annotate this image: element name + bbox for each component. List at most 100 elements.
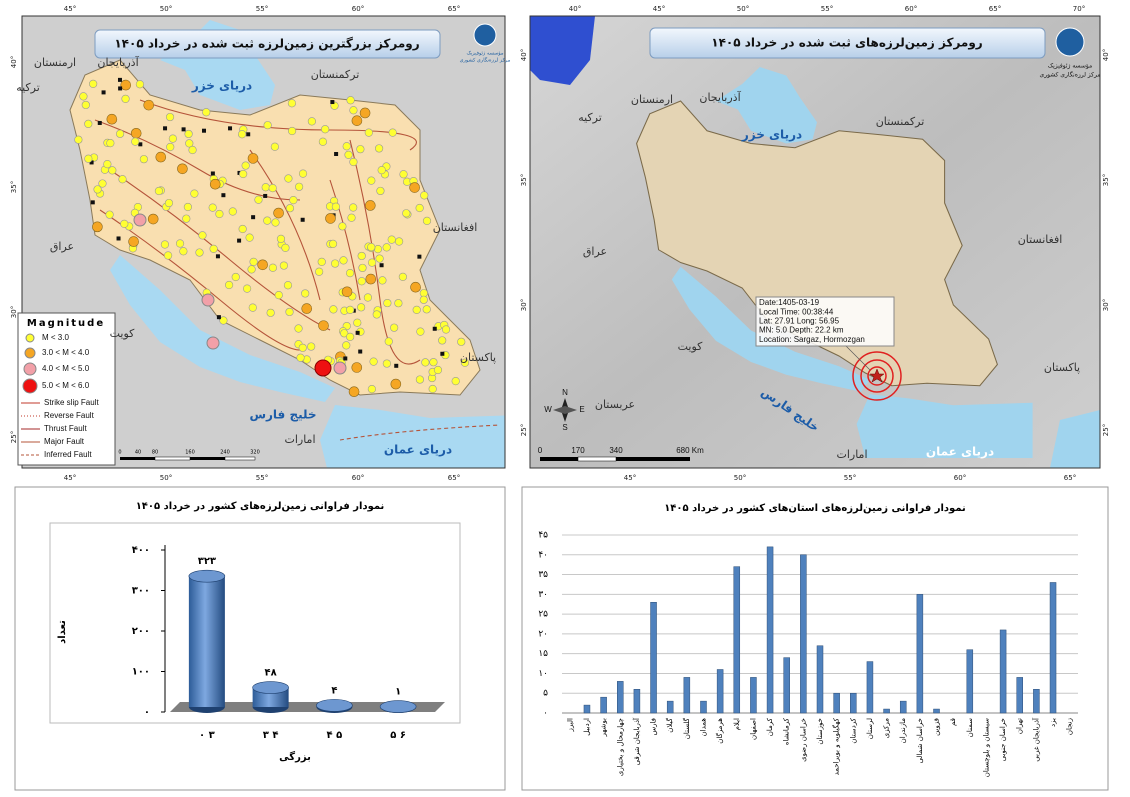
epicenter-dot: [415, 375, 425, 384]
sea-label: دریای عمان: [384, 443, 452, 457]
floor: [170, 702, 445, 712]
epicenter-dot: [341, 286, 353, 298]
epicenter-dot: [357, 251, 366, 261]
epicenter-dot: [283, 281, 293, 290]
epicenter-dot: [219, 316, 228, 325]
epicenter-dot: [202, 108, 211, 117]
epicenter-dot: [224, 280, 234, 290]
compass: [553, 398, 577, 422]
epicenter-dot: [183, 202, 192, 212]
epicenter-dot: [147, 213, 159, 225]
y-tick-label: ۱۰: [538, 669, 548, 679]
x-tick-label: ۳ ۴: [263, 730, 279, 741]
x-tick-label: هرمزگان: [715, 718, 724, 744]
compass-label: W: [544, 405, 552, 414]
map-frame: [21, 15, 506, 469]
epicenter-dot: [351, 362, 363, 373]
country-label: افغانستان: [1018, 233, 1063, 246]
epicenter-dot: [276, 234, 286, 244]
country-label: ارمنستان: [631, 93, 673, 106]
epicenter-dot: [347, 213, 356, 222]
epicenter-dot: [103, 160, 112, 169]
country-label: کویت: [678, 340, 704, 353]
legend-label: Strike slip Fault: [44, 398, 99, 407]
epicenter-dot: [185, 139, 194, 148]
epicenter-dot: [268, 184, 277, 193]
epicenter-dot: [118, 175, 127, 184]
epicenter-dot: [215, 209, 224, 219]
bar: [1049, 582, 1057, 714]
epicenter-dot: [281, 243, 290, 252]
bar: [583, 704, 591, 714]
sea-label: دریای خزر: [741, 128, 802, 142]
epicenter-dot: [257, 259, 268, 271]
epicenter-dot: [179, 247, 188, 256]
epicenter-dot: [349, 203, 358, 212]
epicenter-dot: [131, 137, 140, 146]
plot-frame: [49, 522, 461, 724]
epicenter-dot: [74, 135, 83, 144]
scale-label: 0: [118, 450, 121, 456]
epicenter-dot: [208, 203, 217, 212]
bar: [1016, 677, 1023, 714]
fault: [109, 169, 331, 331]
epicenter-dot: [242, 284, 252, 293]
epicenter-dot: [120, 219, 129, 228]
scale-label: 40: [135, 450, 141, 456]
legend-label: Major Fault: [44, 437, 85, 446]
epicenter-dot: [273, 207, 284, 219]
epicenter-dot: [301, 303, 313, 314]
fault: [329, 179, 361, 301]
y-tick-label: ۱۰۰: [132, 667, 150, 678]
bar: [999, 629, 1007, 714]
bar: [683, 677, 691, 714]
epicenter-dot: [160, 240, 170, 249]
graticule-label: 50°: [160, 5, 172, 13]
value-label: ۱: [395, 687, 401, 698]
country-label: عراق: [50, 240, 74, 253]
epicenter-dot: [121, 94, 130, 103]
logo: [1055, 27, 1085, 57]
epicenter-dot: [98, 179, 107, 188]
x-tick-label: سیستان و بلوچستان: [982, 718, 990, 777]
epicenter-dot: [209, 178, 221, 190]
epicenter-dot: [384, 337, 393, 346]
sea-label: خلیج فارس: [249, 408, 316, 422]
city: [379, 263, 384, 268]
epicenter-dot: [263, 216, 272, 225]
epicenter-dot: [321, 125, 330, 134]
scale-segment: [120, 457, 155, 460]
fault: [339, 424, 501, 441]
graticule-label: 60°: [352, 5, 364, 13]
city: [89, 160, 94, 165]
bar: [766, 546, 774, 714]
epicenter-dot: [307, 342, 316, 351]
legend-label: 5.0 < M < 6.0: [42, 381, 90, 390]
city: [440, 351, 445, 356]
chart-title: نمودار فراوانی زمین‌لرزه‌های استان‌های ک…: [664, 503, 966, 514]
epicenter-ring: [860, 359, 894, 393]
x-tick-label: همدان: [699, 718, 707, 737]
legend-symbol: [23, 362, 37, 376]
epicenter-dot: [128, 236, 139, 247]
epicenter-dot: [416, 327, 425, 336]
epicenter-dot: [190, 189, 199, 198]
chart-panel: [14, 486, 506, 791]
epicenter-dot: [294, 324, 303, 333]
scale-label: 170: [571, 446, 585, 455]
epicenter-dot: [184, 129, 193, 139]
y-tick-label: ۳۵: [538, 570, 548, 580]
x-tick-label: ایلام: [733, 718, 741, 730]
epicenter-dot: [285, 204, 295, 213]
epicenter-dot: [287, 126, 297, 136]
epicenter-dot: [382, 243, 391, 252]
city: [343, 356, 348, 361]
bar: [966, 649, 974, 714]
epicenter-dot: [165, 112, 175, 122]
epicenter-dot: [412, 305, 421, 315]
x-tick-label: قم: [949, 718, 957, 726]
country-label: ترکیه: [578, 111, 602, 124]
epicenter-dot: [130, 127, 142, 139]
graticule-label: 60°: [954, 474, 966, 482]
